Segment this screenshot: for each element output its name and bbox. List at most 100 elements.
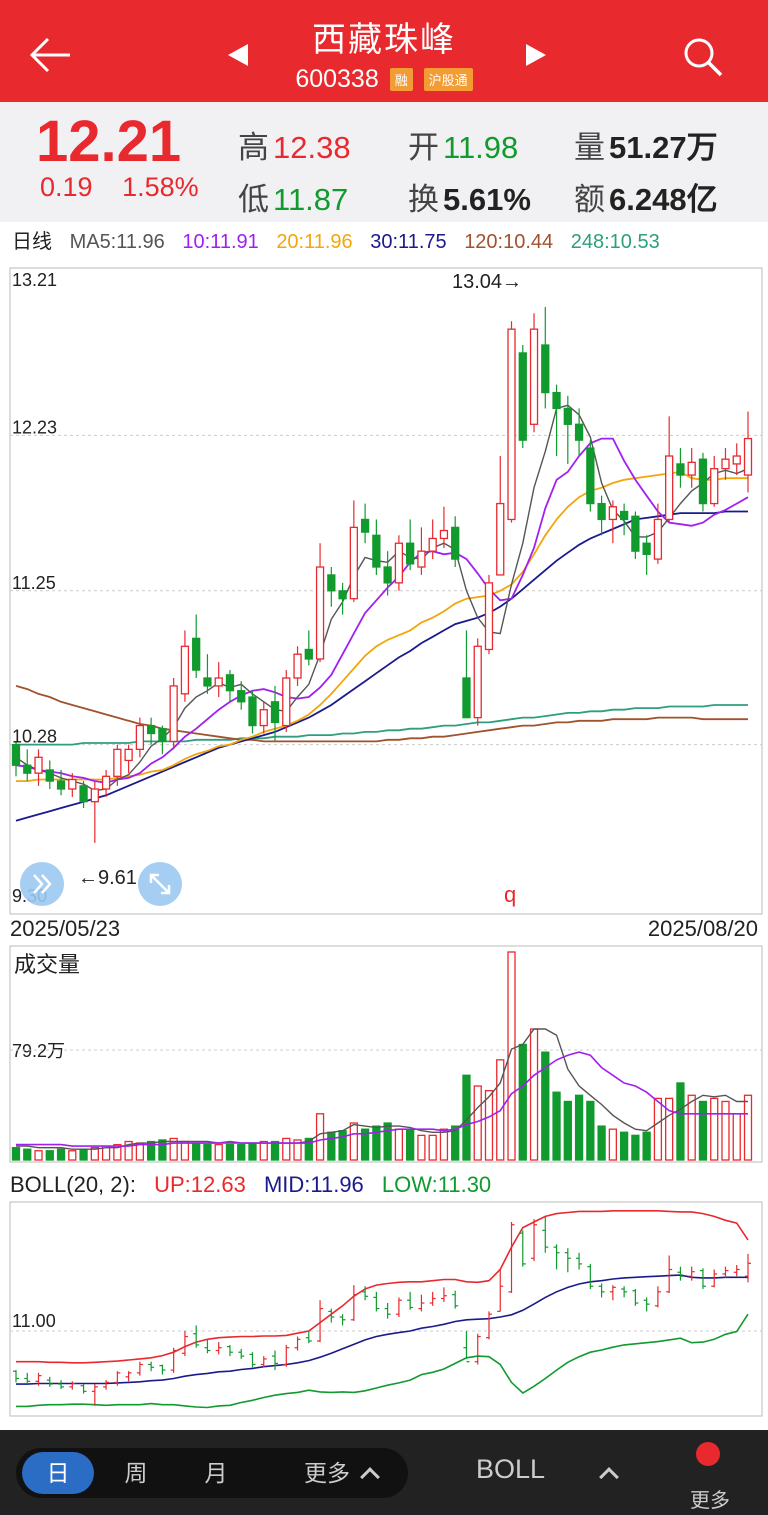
- candle: [225, 674, 235, 692]
- boll-grid: 11.00: [10, 1311, 762, 1332]
- volume-bar: [428, 1134, 437, 1161]
- volume-bar: [282, 1137, 291, 1161]
- volume-bar: [372, 1125, 381, 1161]
- ma20-legend: 20:11.96: [276, 231, 353, 253]
- price-panel-frame: [9, 267, 763, 915]
- volume-bar: [406, 1128, 415, 1161]
- candle: [68, 778, 77, 790]
- candle: [372, 534, 381, 568]
- candle: [541, 344, 550, 394]
- scroll-left-button[interactable]: [20, 862, 64, 906]
- low-label: 低: [238, 182, 269, 217]
- tab-more[interactable]: 更多: [304, 1460, 350, 1486]
- candle: [11, 743, 21, 766]
- ma120-line: [15, 685, 748, 743]
- candle: [428, 537, 437, 552]
- volume-bar: [304, 1137, 313, 1161]
- volume-bar: [79, 1148, 88, 1161]
- vol-ma5-line: [16, 1028, 748, 1150]
- margin-badge: 融: [389, 67, 413, 91]
- candle: [237, 690, 246, 703]
- high-label: 高: [238, 130, 269, 165]
- high-value: 12.38: [273, 130, 351, 165]
- volume-bar: [665, 1097, 674, 1161]
- volume-bar: [180, 1140, 190, 1161]
- candle: [574, 423, 584, 441]
- more-dot-icon[interactable]: [696, 1442, 720, 1466]
- volume-bar: [315, 1113, 325, 1161]
- candle: [743, 437, 753, 476]
- candle: [631, 515, 640, 552]
- turnover-label: 换: [408, 182, 439, 217]
- volume-bar: [541, 1051, 550, 1161]
- volume-bar: [90, 1147, 99, 1161]
- ma-legend: 日线 MA5:11.96 10:11.91 20:11.96 30:11.75 …: [0, 222, 768, 262]
- price-change: 0.19 1.58%: [40, 172, 221, 203]
- high-item: 高 12.38: [238, 122, 351, 167]
- tab-month[interactable]: 月: [204, 1460, 228, 1486]
- low-annotation: ←9.61: [78, 867, 137, 889]
- tab-week[interactable]: 周: [124, 1460, 148, 1486]
- stock-code-row: 600338 融 沪股通: [0, 64, 768, 94]
- low-item: 低 11.87: [238, 174, 348, 219]
- candle: [721, 458, 730, 470]
- candle: [383, 566, 392, 584]
- volume-bar: [462, 1074, 471, 1161]
- volume-bar: [214, 1143, 223, 1161]
- prev-stock-icon[interactable]: [228, 44, 248, 66]
- candle: [529, 328, 539, 425]
- open-item: 开 11.98: [408, 122, 518, 167]
- volume-bar: [360, 1128, 370, 1161]
- candle: [90, 788, 99, 803]
- boll-tick-label: 11.00: [12, 1311, 56, 1331]
- candle: [394, 542, 404, 584]
- ma248-legend: 248:10.53: [570, 231, 660, 253]
- candle: [484, 582, 494, 651]
- volume-bar: [574, 1094, 584, 1161]
- volume-bar: [349, 1122, 358, 1161]
- volume-bar: [721, 1100, 730, 1161]
- volume-bar: [687, 1094, 696, 1161]
- candle: [451, 526, 460, 560]
- indicator-select[interactable]: BOLL: [476, 1454, 546, 1484]
- candle: [653, 518, 663, 560]
- volume-bar: [124, 1140, 133, 1161]
- last-price: 12.21: [36, 109, 182, 174]
- expand-icon[interactable]: [138, 862, 182, 906]
- volume-bar: [698, 1100, 708, 1161]
- volume-bar: [113, 1143, 122, 1161]
- volume-bar: [743, 1094, 753, 1161]
- volume-bar: [518, 1043, 527, 1161]
- boll-mid: MID:11.96: [263, 1172, 364, 1197]
- candle: [552, 391, 561, 410]
- candle: [79, 785, 88, 803]
- price-grid: [10, 434, 762, 746]
- end-date: 2025/08/20: [647, 916, 758, 941]
- volume-bar: [34, 1150, 43, 1161]
- volume-bar: [732, 1113, 741, 1161]
- more-label[interactable]: 更多: [690, 1490, 730, 1512]
- search-icon[interactable]: [682, 36, 724, 78]
- back-arrow-icon[interactable]: [26, 30, 76, 80]
- volume-bar: [710, 1097, 719, 1161]
- candle: [113, 748, 122, 777]
- start-date: 2025/05/23: [10, 916, 121, 941]
- volume-bar: [417, 1134, 426, 1161]
- next-stock-icon[interactable]: [526, 44, 546, 66]
- volume-bar: [563, 1100, 572, 1161]
- ma10-line: [15, 437, 749, 784]
- price-tick-label: 11.25: [12, 573, 56, 593]
- candle: [293, 653, 302, 679]
- candle: [597, 502, 606, 521]
- volume-bar: [439, 1128, 449, 1161]
- volume-level-label: 79.2万: [12, 1041, 65, 1061]
- boll-up: UP:12.63: [154, 1172, 246, 1197]
- high-annotation: 13.04→: [452, 271, 522, 293]
- volume-ma-lines: [16, 1028, 748, 1150]
- volume-bar: [529, 1028, 539, 1161]
- turnover-value: 5.61%: [443, 182, 531, 217]
- tab-day[interactable]: 日: [22, 1452, 94, 1494]
- volume-bar: [248, 1142, 257, 1161]
- candle: [214, 677, 223, 687]
